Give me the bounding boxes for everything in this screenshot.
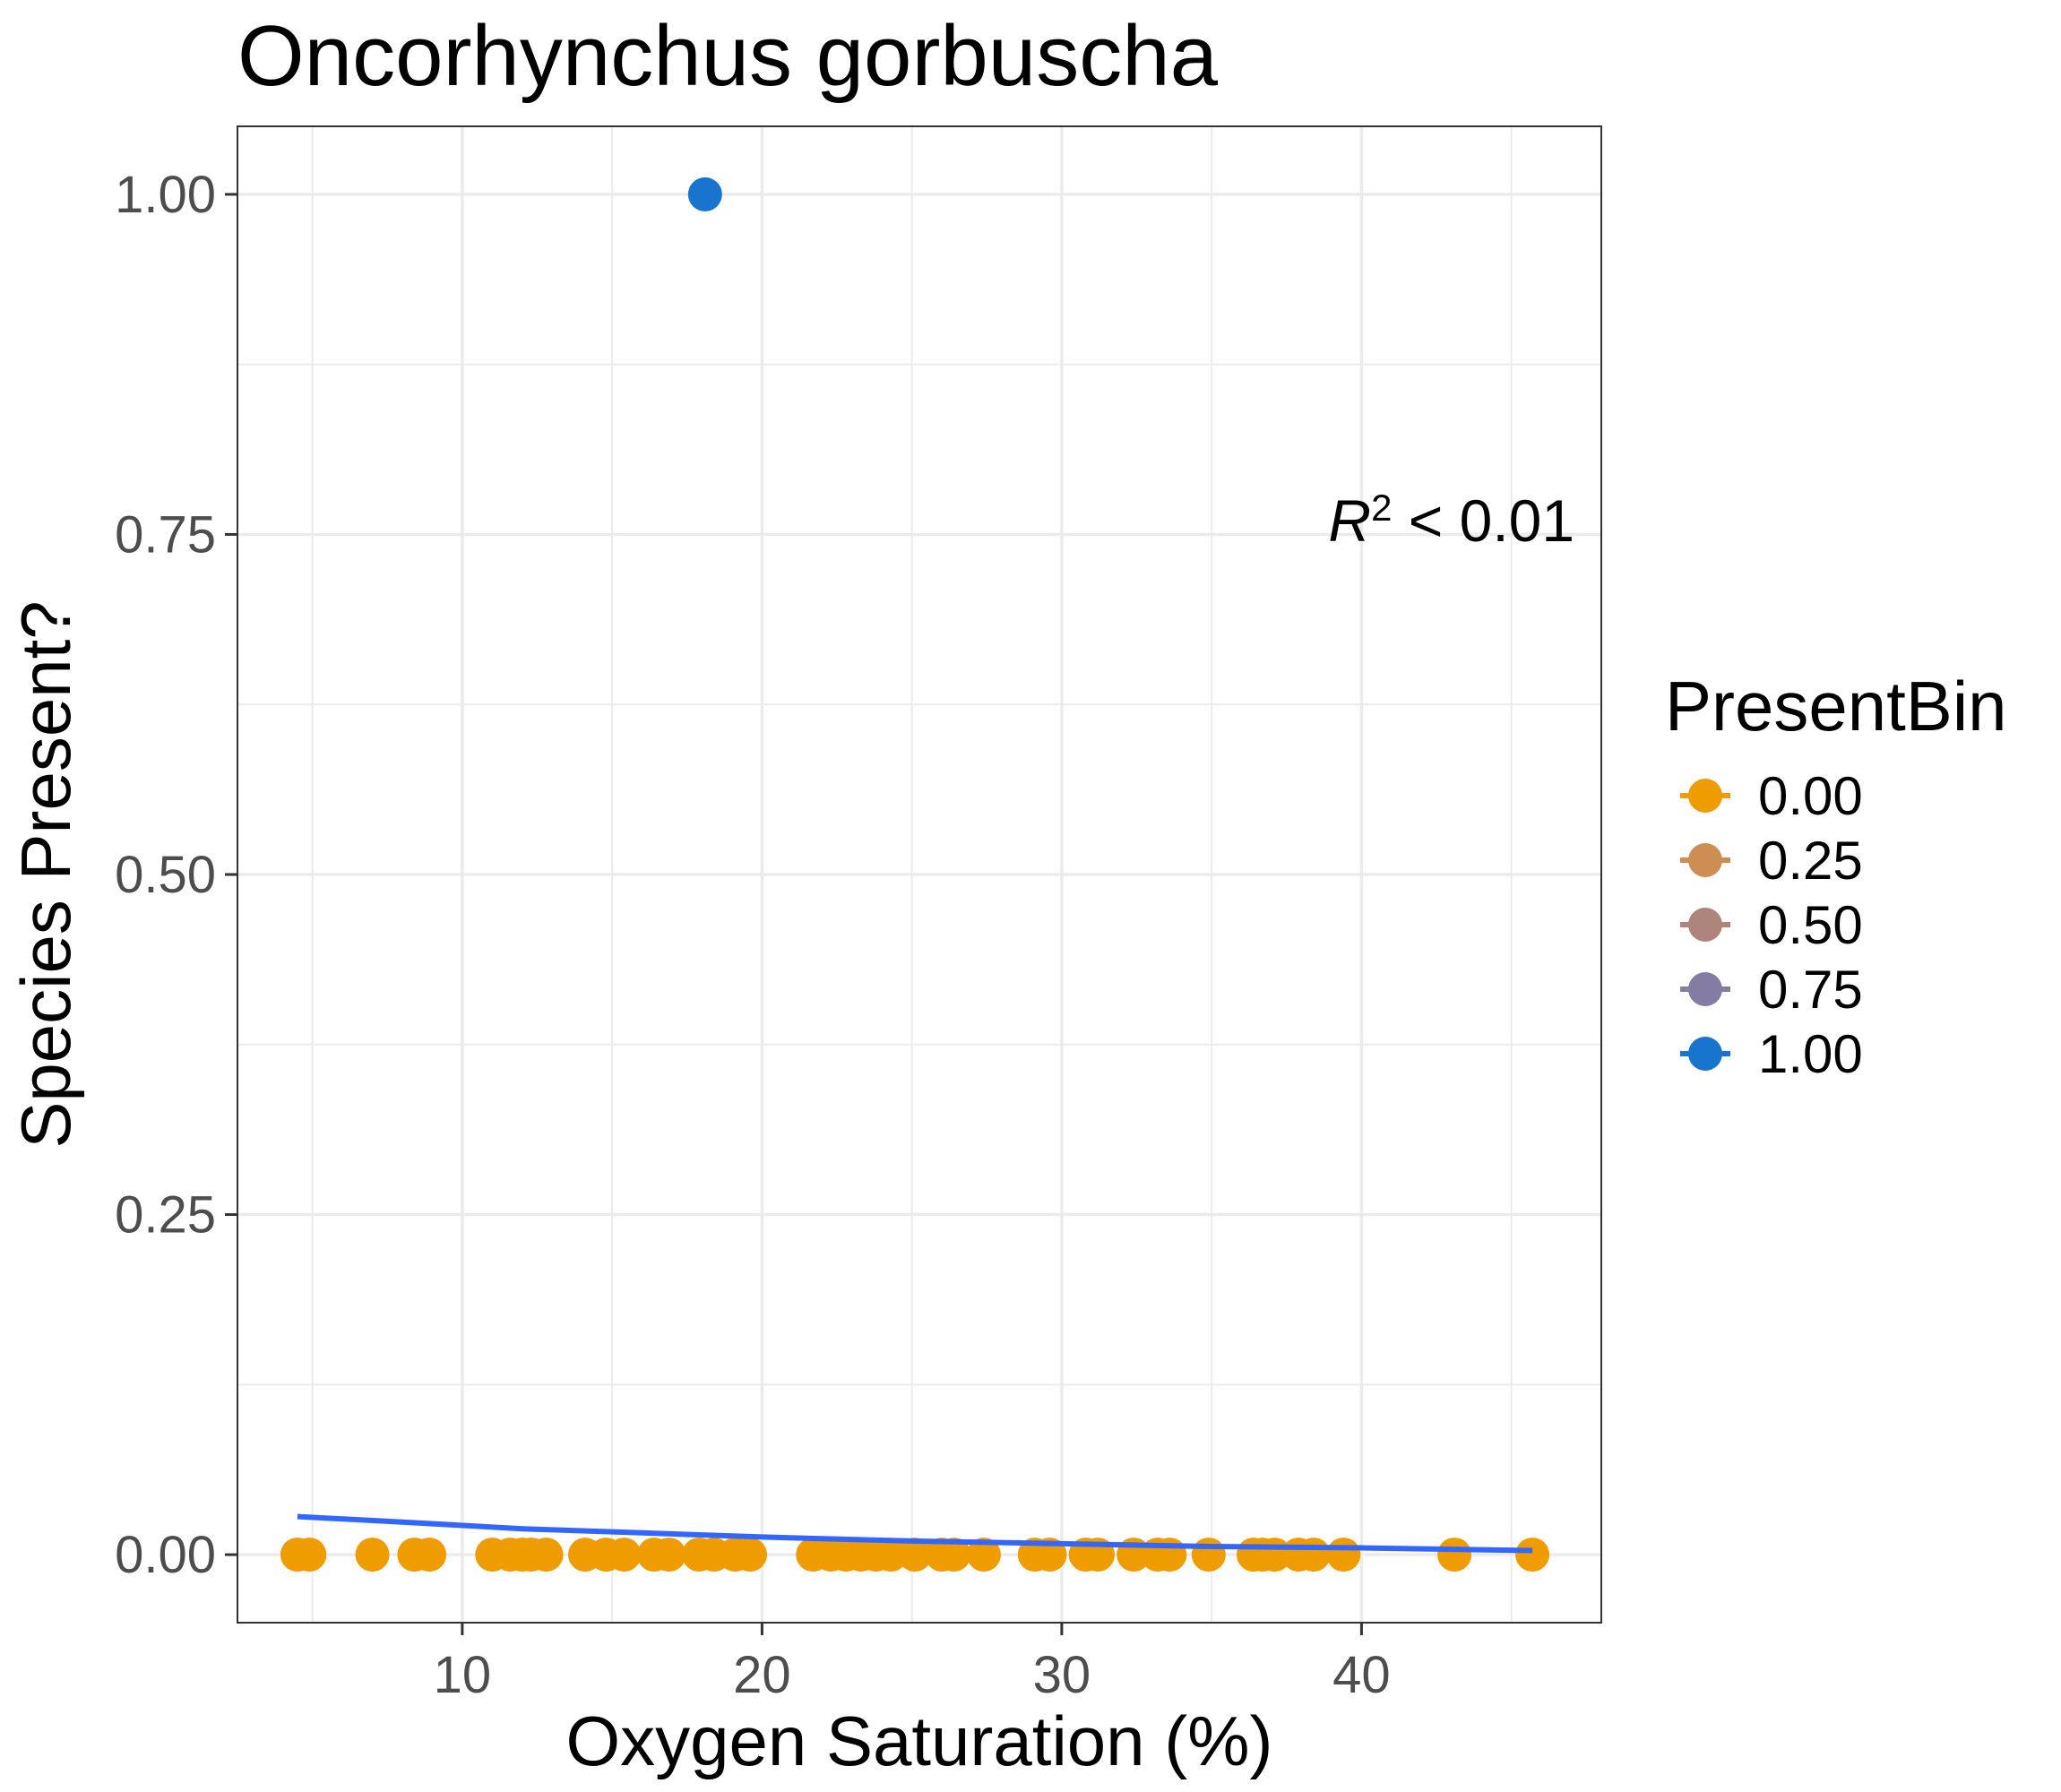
data-point: [733, 1538, 768, 1572]
x-tick-label: 20: [733, 1646, 791, 1704]
data-point: [1296, 1538, 1331, 1572]
data-point: [687, 177, 722, 211]
x-axis: 10 20 30 40: [434, 1623, 1391, 1704]
y-tick-label: 1.00: [115, 166, 216, 224]
data-point: [936, 1538, 971, 1572]
data-point: [412, 1538, 447, 1572]
y-tick-label: 0.00: [115, 1526, 216, 1584]
y-axis-title: Species Present?: [6, 600, 85, 1148]
legend-key-point: [1688, 779, 1722, 813]
data-point: [1326, 1538, 1361, 1572]
legend-label: 0.50: [1758, 895, 1863, 955]
legend-key-point: [1688, 908, 1722, 942]
data-point: [1152, 1538, 1187, 1572]
data-point: [874, 1538, 909, 1572]
data-point: [1437, 1538, 1472, 1572]
legend-label: 0.25: [1758, 831, 1863, 891]
legend-label: 0.75: [1758, 960, 1863, 1020]
x-tick-label: 30: [1033, 1646, 1091, 1704]
y-axis: 0.00 0.25 0.50 0.75 1.00: [115, 166, 237, 1584]
x-tick-label: 40: [1332, 1646, 1391, 1704]
legend-key-point: [1688, 1037, 1722, 1071]
annotation-group: R2 < 0.01: [1328, 487, 1574, 555]
x-axis-title: Oxygen Saturation (%): [565, 1702, 1272, 1780]
data-point: [1515, 1538, 1550, 1572]
data-point: [529, 1538, 564, 1572]
legend-label: 0.00: [1758, 766, 1863, 826]
r-squared-annotation: R2 < 0.01: [1328, 487, 1574, 555]
legend-label: 1.00: [1758, 1024, 1863, 1084]
legend-key-point: [1688, 972, 1722, 1006]
y-tick-label: 0.25: [115, 1186, 216, 1245]
data-point: [607, 1538, 642, 1572]
y-tick-label: 0.75: [115, 505, 216, 564]
x-tick-label: 10: [434, 1646, 492, 1704]
data-point: [651, 1538, 686, 1572]
legend: PresentBin 0.000.250.500.751.00: [1665, 667, 2007, 1084]
fit-line-group: [297, 1513, 1533, 1554]
legend-key-point: [1688, 843, 1722, 877]
data-point: [966, 1538, 1001, 1572]
fit-line: [297, 1513, 1533, 1554]
data-point: [355, 1538, 390, 1572]
data-point: [897, 1538, 932, 1572]
data-point: [1191, 1538, 1226, 1572]
legend-title: PresentBin: [1665, 667, 2007, 745]
data-point: [292, 1538, 327, 1572]
y-tick-label: 0.50: [115, 846, 216, 904]
chart-title: Oncorhynchus gorbuscha: [237, 8, 1219, 104]
